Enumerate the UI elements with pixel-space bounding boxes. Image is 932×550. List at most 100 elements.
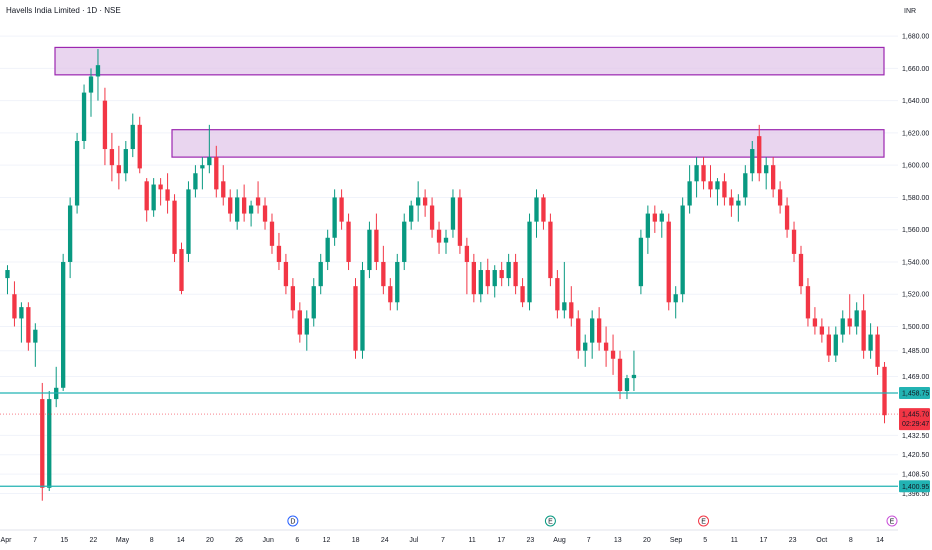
candle-body — [722, 181, 727, 198]
candle-body — [791, 229, 797, 254]
candle-body — [450, 197, 456, 230]
candle-body — [784, 205, 790, 230]
price-tick-label: 1,485.00 — [902, 348, 929, 355]
price-tick-label: 1,500.00 — [902, 324, 929, 331]
price-tick-label: 1,432.50 — [902, 433, 929, 440]
candle-body — [325, 237, 330, 262]
price-tick-label: 1,396.50 — [902, 491, 929, 498]
candle-body — [819, 326, 825, 335]
price-tick-label: 1,520.00 — [902, 292, 929, 299]
candle-body — [436, 229, 442, 243]
event-marker-letter: E — [701, 519, 706, 526]
candle-body — [868, 334, 873, 351]
candle-body — [847, 318, 852, 327]
candle-body — [638, 237, 644, 287]
candle-body — [652, 213, 657, 222]
candle-body — [395, 261, 400, 303]
line-price-label: 1,400.95 — [902, 484, 929, 491]
candle-body — [221, 181, 226, 198]
price-tick-label: 1,540.00 — [902, 259, 929, 266]
time-tick-label: 26 — [235, 537, 243, 544]
candle-body — [576, 318, 581, 351]
time-tick-label: 22 — [90, 537, 98, 544]
event-marker-letter: E — [548, 519, 553, 526]
candle-body — [520, 286, 525, 303]
time-tick-label: 17 — [497, 537, 505, 544]
candle-body — [861, 310, 866, 351]
candle-body — [562, 302, 567, 311]
event-marker — [698, 515, 710, 527]
candle-body — [687, 181, 692, 206]
candle-body — [47, 399, 52, 488]
time-tick-label: Apr — [1, 537, 13, 544]
event-marker — [544, 515, 556, 527]
candle-body — [304, 318, 309, 335]
candle-body — [339, 197, 344, 222]
candle-body — [26, 307, 31, 343]
candle-body — [701, 165, 706, 182]
candle-body — [548, 221, 553, 279]
event-marker — [886, 515, 898, 527]
price-tick-label: 1,560.00 — [902, 227, 929, 234]
candle-body — [812, 318, 818, 327]
candle-body — [743, 173, 748, 198]
candle-body — [311, 286, 316, 319]
candle-body — [269, 221, 275, 246]
candle-body — [290, 286, 296, 311]
candle-body — [95, 65, 101, 77]
candle-body — [200, 165, 205, 169]
event-marker-letter: E — [890, 519, 895, 526]
candle-body — [659, 213, 664, 222]
candle-body — [875, 334, 880, 367]
candle-body — [826, 334, 831, 356]
candle-body — [583, 342, 588, 351]
time-tick-label: 23 — [527, 537, 535, 544]
horizontal-lines — [0, 392, 898, 487]
candle-body — [694, 165, 699, 182]
candle-body — [499, 270, 504, 279]
candle-body — [276, 245, 282, 262]
last-price-badge — [899, 408, 930, 431]
candle-body — [429, 205, 435, 230]
candle-body — [492, 270, 497, 287]
candle-body — [478, 270, 483, 295]
candle-body — [777, 189, 783, 206]
candle-body — [179, 249, 184, 292]
time-tick-label: 20 — [206, 537, 214, 544]
candle-body — [798, 253, 804, 287]
time-tick-label: 11 — [731, 537, 738, 544]
candle-body — [137, 124, 142, 169]
price-tick-label: 1,600.00 — [902, 163, 929, 170]
time-tick-label: 14 — [876, 537, 884, 544]
candle-body — [193, 173, 198, 190]
candle-body — [645, 213, 651, 238]
time-tick-label: 23 — [789, 537, 797, 544]
resistance-zones — [54, 46, 885, 158]
candle-body — [102, 100, 108, 150]
time-tick-label: 8 — [849, 537, 853, 544]
line-price-badge — [899, 480, 930, 493]
candle-body — [680, 205, 685, 295]
candle-body — [367, 229, 372, 271]
candle-body — [513, 261, 518, 287]
candle-body — [603, 342, 609, 351]
price-tick-label: 1,420.50 — [902, 452, 929, 459]
price-axis[interactable]: 1,680.00 1,660.00 1,640.00 1,620.00 1,600.00… — [898, 0, 932, 550]
last-price-label: 1,445.70 — [902, 412, 929, 419]
candle-body — [144, 181, 149, 211]
candle-body — [882, 366, 887, 416]
candle-body — [214, 157, 219, 190]
candle-body — [255, 197, 261, 206]
candle-body — [283, 261, 289, 287]
candle-body — [402, 221, 407, 262]
time-axis[interactable]: Apr 7 15 22 May 8 14 20 26 Jun 6 12 18 24 Jul 7 11 17 23 Au… — [0, 529, 898, 544]
candle-body — [74, 140, 80, 206]
candle-body — [381, 261, 386, 287]
candle-body — [541, 197, 546, 222]
candle-body — [596, 318, 602, 343]
candle-body — [228, 197, 233, 214]
candle-body — [485, 270, 490, 287]
candle-body — [666, 221, 671, 303]
